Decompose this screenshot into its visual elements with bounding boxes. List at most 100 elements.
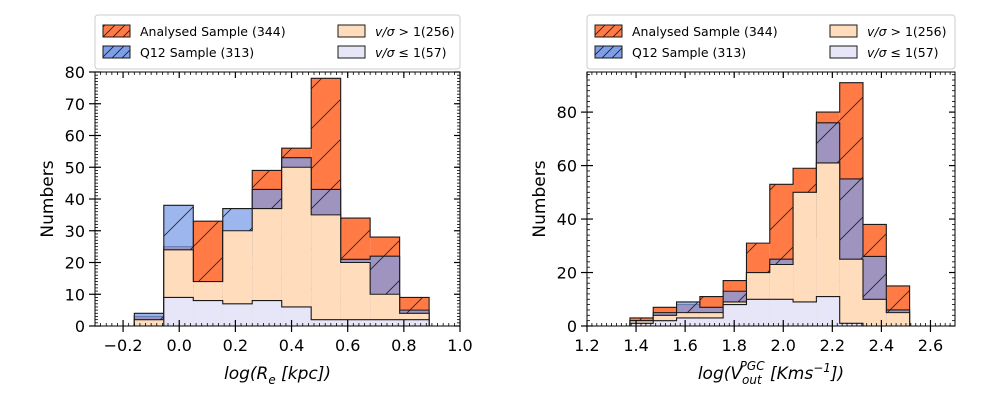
legend: Analysed Sample (344) Q12 Sample (313) v/σ…	[94, 14, 461, 70]
legend-entry-vsig_le1: v/σ ≤ 1(57)	[337, 45, 447, 60]
x-axis-label: log(Re [kpc])	[224, 364, 331, 387]
y-axis-label: Numbers	[38, 160, 58, 237]
x-tick-label: 2.0	[771, 336, 796, 355]
legend-swatch-vsig_le1	[337, 45, 366, 59]
bar-vsig_le1-1	[629, 323, 654, 326]
xlabel-part: log(R	[224, 364, 268, 384]
y-tick-label: 30	[65, 222, 85, 241]
legend-entry-q12: Q12 Sample (313)	[594, 45, 746, 60]
legend-label-q12: Q12 Sample (313)	[140, 45, 254, 60]
bar-vsig_le1-7	[769, 299, 794, 326]
y-tick-label: 40	[65, 190, 85, 209]
x-tick-label: 0.4	[279, 336, 304, 355]
bar-vsig_gt1-7	[311, 214, 341, 326]
legend-entry-analysed: Analysed Sample (344)	[102, 24, 286, 39]
x-tick-label: 2.6	[918, 336, 943, 355]
xlabel-part: [Kms	[765, 364, 814, 384]
bar-vsig_gt1-6	[281, 167, 312, 326]
legend-label-analysed: Analysed Sample (344)	[632, 24, 778, 39]
legend-entry-analysed: Analysed Sample (344)	[594, 24, 778, 39]
legend-math-rest: ≤ 1(57)	[887, 45, 939, 60]
xlabel-sup: −1	[813, 361, 831, 375]
legend-math: v/σ	[375, 24, 396, 39]
y-tick-label: 0	[567, 317, 577, 336]
x-tick-label: 0.8	[391, 336, 416, 355]
bar-vsig_le1-6	[281, 306, 312, 326]
xlabel-part: ])	[830, 364, 844, 384]
panel-2: 1.2 1.4 1.6 1.8 2.0 2.2 2.4 2.6 0 20 40 60 80 Numbers…	[530, 14, 956, 387]
legend-entry-q12: Q12 Sample (313)	[102, 45, 254, 60]
legend-math: v/σ	[867, 24, 888, 39]
bar-vsig_gt1-8	[340, 262, 371, 326]
y-tick-label: 20	[557, 264, 577, 283]
legend-box	[94, 14, 461, 70]
outline-vsig_gt1	[133, 166, 430, 326]
legend-math: v/σ	[867, 45, 888, 60]
x-tick-label: 2.2	[820, 336, 845, 355]
y-tick-label: 60	[557, 157, 577, 176]
bar-vsig_le1-9	[816, 296, 840, 326]
bar-vsig_gt1-8	[793, 192, 817, 326]
y-tick-label: 20	[65, 254, 85, 273]
bar-vsig_le1-3	[676, 317, 700, 326]
x-tick-label: 1.8	[721, 336, 746, 355]
panel-1: −0.2 0.0 0.2 0.4 0.6 0.8 1.0 0 10 20 30 40 50 60 70 80 N…	[38, 14, 473, 387]
y-tick-label: 0	[75, 317, 85, 336]
bar-vsig_gt1-12	[886, 312, 910, 326]
bar-vsig_le1-8	[340, 319, 371, 326]
legend-math-rest: ≤ 1(57)	[395, 45, 447, 60]
y-tick-label: 40	[557, 210, 577, 229]
xlabel-part: [kpc])	[276, 364, 331, 384]
plot-area	[629, 82, 911, 326]
legend-label-analysed: Analysed Sample (344)	[140, 24, 286, 39]
x-axis-label: log(VoutPGC [Kms−1])	[698, 359, 844, 387]
legend-math-rest: > 1(256)	[887, 24, 947, 39]
legend-label-vsig_gt1: v/σ > 1(256)	[867, 24, 947, 39]
legend-label-q12: Q12 Sample (313)	[632, 45, 746, 60]
legend-entry-vsig_gt1: v/σ > 1(256)	[337, 24, 455, 39]
bar-vsig_le1-5	[252, 300, 282, 326]
y-tick-label: 70	[65, 95, 85, 114]
legend-swatch-vsig_gt1	[337, 24, 366, 38]
outline-vsig_le1	[134, 296, 430, 326]
y-tick-label: 80	[65, 63, 85, 82]
legend-label-vsig_le1: v/σ ≤ 1(57)	[867, 45, 939, 60]
y-tick-label: 50	[65, 158, 85, 177]
series-vsig_le1	[629, 296, 910, 326]
x-tick-label: 0.6	[335, 336, 360, 355]
bar-vsig_le1-8	[793, 301, 817, 326]
x-tick-label: 0.0	[167, 336, 192, 355]
legend-swatch-vsig_le1	[829, 45, 858, 59]
outline-vsig_le1	[629, 296, 910, 326]
legend-entry-vsig_gt1: v/σ > 1(256)	[829, 24, 947, 39]
bar-vsig_le1-10	[399, 319, 430, 326]
y-axis-label: Numbers	[530, 160, 550, 237]
bar-vsig_le1-7	[311, 319, 341, 326]
x-tick-label: 0.2	[223, 336, 248, 355]
bar-vsig_gt1-11	[863, 299, 887, 326]
legend-math-rest: > 1(256)	[395, 24, 455, 39]
x-tick-label: −0.2	[104, 336, 143, 355]
legend-hatch-analysed	[594, 24, 623, 38]
x-tick-label: 1.0	[447, 336, 472, 355]
legend-math: v/σ	[375, 45, 396, 60]
x-tick-label: 2.4	[869, 336, 894, 355]
bar-vsig_gt1-10	[839, 259, 863, 326]
plot-area	[133, 77, 430, 326]
legend-label-vsig_gt1: v/σ > 1(256)	[375, 24, 455, 39]
bar-vsig_le1-4	[699, 317, 724, 326]
bar-vsig_le1-2	[653, 320, 677, 326]
bar-vsig_le1-6	[746, 299, 770, 326]
bar-vsig_le1-9	[370, 319, 400, 326]
xlabel-sub: e	[268, 373, 275, 387]
bar-vsig_le1-3	[193, 300, 223, 326]
bar-vsig_le1-2	[163, 297, 194, 326]
legend-label-vsig_le1: v/σ ≤ 1(57)	[375, 45, 447, 60]
legend-hatch-q12	[594, 45, 623, 59]
bar-vsig_le1-10	[839, 323, 863, 326]
bar-vsig_le1-5	[723, 304, 747, 326]
xlabel-sup: PGC	[740, 359, 766, 373]
xlabel-part: log(V	[698, 364, 744, 384]
y-tick-label: 10	[65, 285, 85, 304]
